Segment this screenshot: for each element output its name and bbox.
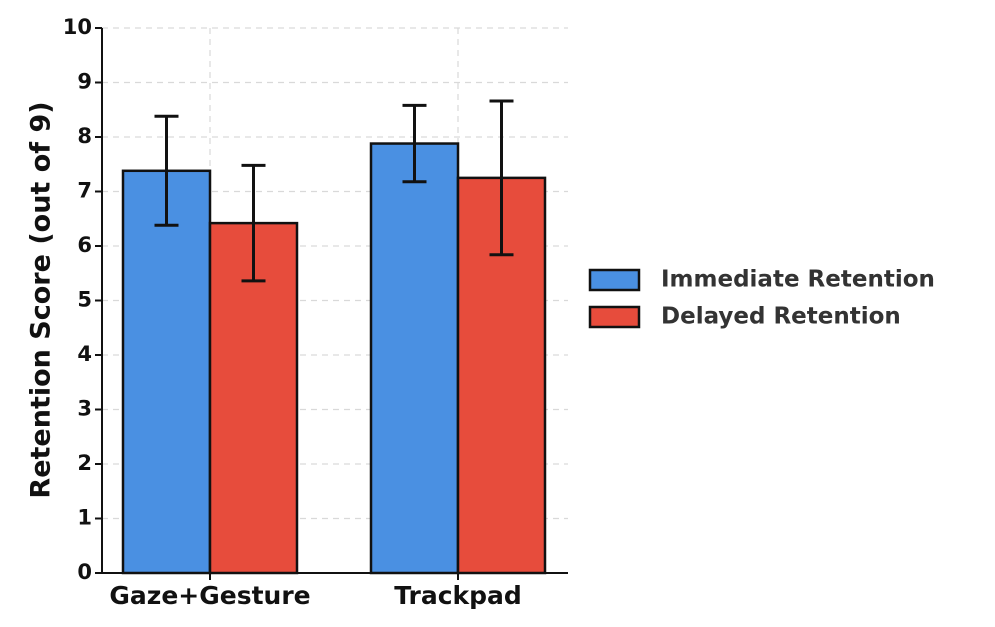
legend-swatch <box>588 305 641 329</box>
x-tick-label: Gaze+Gesture <box>109 581 310 610</box>
bar <box>121 169 212 575</box>
y-tick-label: 4 <box>77 342 92 366</box>
y-tick-label: 7 <box>77 179 92 203</box>
legend: Immediate Retention Delayed Retention <box>588 267 935 330</box>
legend-label: Delayed Retention <box>661 304 901 330</box>
legend-swatch <box>588 268 641 292</box>
y-tick-label: 3 <box>77 397 92 421</box>
error-bars-group <box>154 99 514 283</box>
x-tick-label: Trackpad <box>394 581 522 610</box>
legend-label: Immediate Retention <box>661 267 935 293</box>
y-ticks: 0 1 2 3 4 5 6 7 8 9 10 <box>63 15 102 584</box>
y-axis-title: Retention Score (out of 9) <box>26 101 57 498</box>
y-tick-label: 0 <box>77 560 92 584</box>
y-tick-label: 8 <box>77 124 92 148</box>
y-tick-label: 6 <box>77 233 92 257</box>
bars-group <box>121 142 547 575</box>
y-tick-label: 1 <box>77 506 92 530</box>
y-tick-label: 2 <box>77 451 92 475</box>
y-tick-label: 9 <box>77 70 92 94</box>
y-tick-label: 5 <box>77 288 92 312</box>
x-ticks: Gaze+Gesture Trackpad <box>109 573 522 610</box>
bar <box>369 142 460 575</box>
y-tick-label: 10 <box>63 15 92 39</box>
